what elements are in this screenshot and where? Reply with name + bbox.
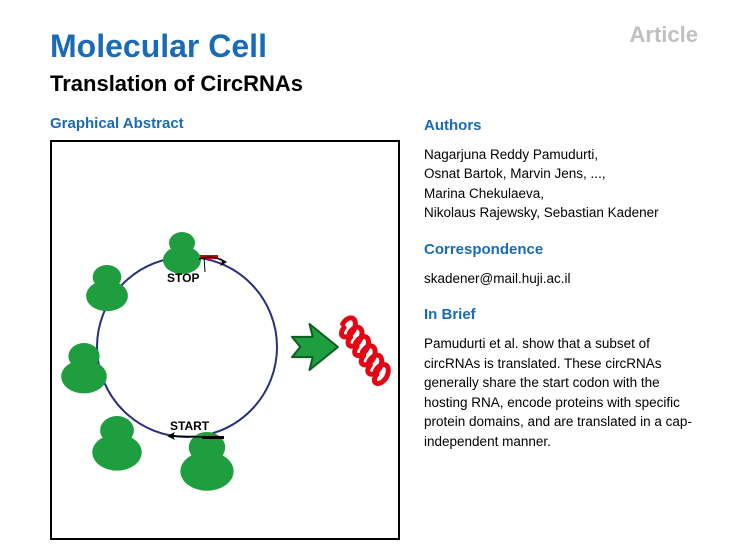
in-brief-text: Pamudurti et al. show that a subset of c…: [424, 334, 698, 451]
correspondence-heading: Correspondence: [424, 239, 698, 261]
authors-heading: Authors: [424, 115, 698, 137]
journal-title: Molecular Cell: [50, 28, 698, 65]
paper-title: Translation of CircRNAs: [50, 71, 698, 97]
circrna-diagram: STOP START: [52, 142, 398, 538]
authors-list: Nagarjuna Reddy Pamudurti,Osnat Bartok, …: [424, 145, 698, 223]
metadata-column: Authors Nagarjuna Reddy Pamudurti,Osnat …: [424, 115, 698, 540]
graphical-abstract-figure: STOP START: [50, 140, 400, 540]
correspondence-email: skadener@mail.huji.ac.il: [424, 269, 698, 289]
graphical-abstract-column: Graphical Abstract STOP START: [50, 115, 400, 540]
svg-text:START: START: [170, 419, 210, 433]
svg-text:STOP: STOP: [167, 271, 199, 285]
in-brief-heading: In Brief: [424, 304, 698, 326]
article-label: Article: [630, 22, 698, 48]
graphical-abstract-heading: Graphical Abstract: [50, 115, 400, 132]
